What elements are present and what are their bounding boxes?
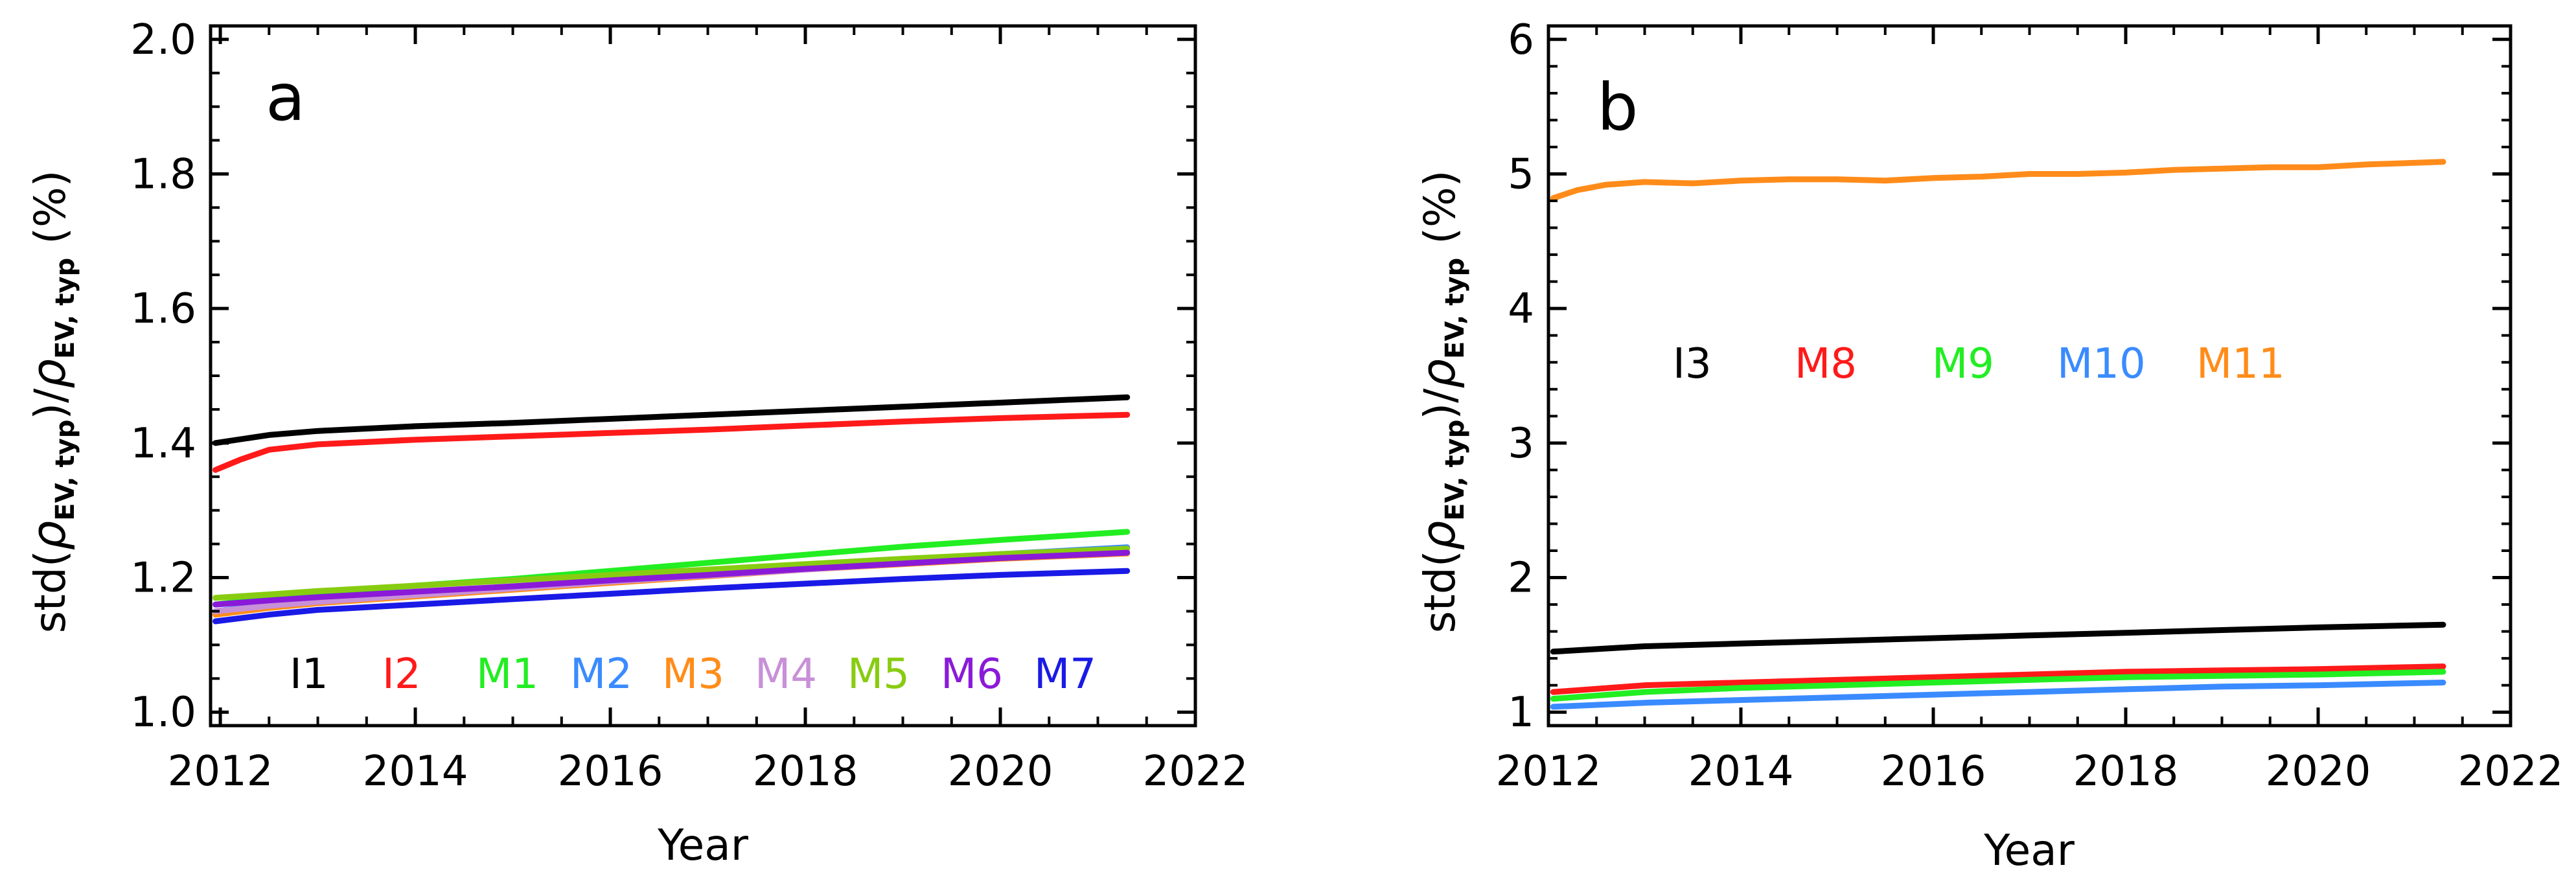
panel-b-x-tick-label: 2022: [2458, 748, 2564, 796]
panel-b-y-tick-label: 4: [1508, 285, 1534, 333]
panel-b-y-tick-label: 5: [1508, 150, 1534, 198]
legend-m7: M7: [1034, 650, 1096, 698]
panel-a-series-line-m5: [213, 546, 1131, 601]
panel-a-x-tick-label: 2016: [558, 748, 663, 796]
panel-a-series-line-m7: [213, 568, 1131, 625]
panel-b-x-tick-label: 2014: [1688, 748, 1794, 796]
panel-a-series-line-i2: [213, 411, 1131, 473]
panel-b-x-tick-label: 2020: [2266, 748, 2371, 796]
panel-b-legend: I3 M8 M9 M10 M11: [1673, 340, 2285, 388]
panel-b-y-tick-label: 2: [1508, 555, 1534, 603]
panel-b-plot-area: 2012 2014 2016 2018 2020 2022 1 2 3 4 5 6: [1496, 16, 2564, 796]
chart-panel-a: std(ρEV, typ)/ρEV, typ (%) a 2012 2014 201…: [21, 16, 1248, 870]
panel-b-x-tick-label: 2012: [1496, 748, 1602, 796]
panel-a-series-line-i1: [213, 394, 1131, 446]
legend-m5: M5: [847, 650, 910, 698]
legend-m10: M10: [2057, 340, 2146, 388]
panel-b-y-tick-label: 3: [1508, 420, 1534, 468]
legend-m2: M2: [570, 650, 632, 698]
panel-b-series-line-i3: [1550, 621, 2446, 655]
panel-a-x-tick-label: 2014: [363, 748, 468, 796]
panel-b-x-axis-label: Year: [1983, 825, 2075, 875]
legend-m1: M1: [476, 650, 538, 698]
legend-i1: I1: [290, 650, 328, 698]
legend-m9: M9: [1932, 340, 1994, 388]
panel-b-y-axis-label: std(ρEV, typ)/ρEV, typ (%): [1411, 170, 1470, 634]
panel-a-legend: I1 I2 M1 M2 M3 M4 M5 M6 M7: [290, 650, 1096, 698]
panel-a-x-tick-label: 2018: [753, 748, 858, 796]
panel-b-series-line-m10: [1550, 680, 2446, 710]
legend-m11: M11: [2196, 340, 2285, 388]
panel-a-series-line-m6: [213, 549, 1131, 608]
panel-a-letter: a: [266, 60, 305, 135]
legend-m8: M8: [1795, 340, 1857, 388]
panel-a-y-tick-label: 1.0: [130, 689, 196, 737]
panel-b-letter: b: [1597, 69, 1638, 145]
panel-a-y-tick-label: 1.8: [130, 150, 196, 198]
panel-a-y-tick-label: 2.0: [130, 16, 196, 64]
panel-b-series-line-m8: [1550, 663, 2446, 695]
legend-i2: I2: [382, 650, 421, 698]
panel-a-y-tick-label: 1.6: [130, 285, 196, 333]
panel-a-y-tick-label: 1.4: [130, 420, 196, 468]
panel-b-x-tick-label: 2018: [2073, 748, 2179, 796]
chart-panel-b: std(ρEV, typ)/ρEV, typ (%) b 2012 2014 201…: [1411, 16, 2563, 875]
legend-m4: M4: [755, 650, 817, 698]
panel-b-y-tick-label: 1: [1508, 689, 1534, 737]
panel-b-series-line-m9: [1550, 669, 2446, 702]
panel-a-x-tick-label: 2022: [1143, 748, 1248, 796]
panel-b-y-tick-label: 6: [1508, 16, 1534, 64]
panel-a-plot-frame: [209, 24, 1197, 728]
legend-i3: I3: [1673, 340, 1712, 388]
panel-a-y-axis-label: std(ρEV, typ)/ρEV, typ (%): [21, 170, 80, 634]
panel-b-series-line-m11: [1550, 159, 2446, 201]
legend-m3: M3: [662, 650, 724, 698]
panel-a-x-tick-label: 2020: [948, 748, 1053, 796]
legend-m6: M6: [941, 650, 1003, 698]
panel-a-x-axis-label: Year: [657, 820, 749, 870]
panel-a-plot-area: 2012 2014 2016 2018 2020 2022 1.0 1.2 1.4 1.6 1.8 2…: [130, 16, 1248, 796]
panel-a-y-tick-label: 1.2: [130, 555, 196, 603]
panel-b-x-tick-label: 2016: [1881, 748, 1986, 796]
panel-a-x-tick-label: 2012: [168, 748, 273, 796]
